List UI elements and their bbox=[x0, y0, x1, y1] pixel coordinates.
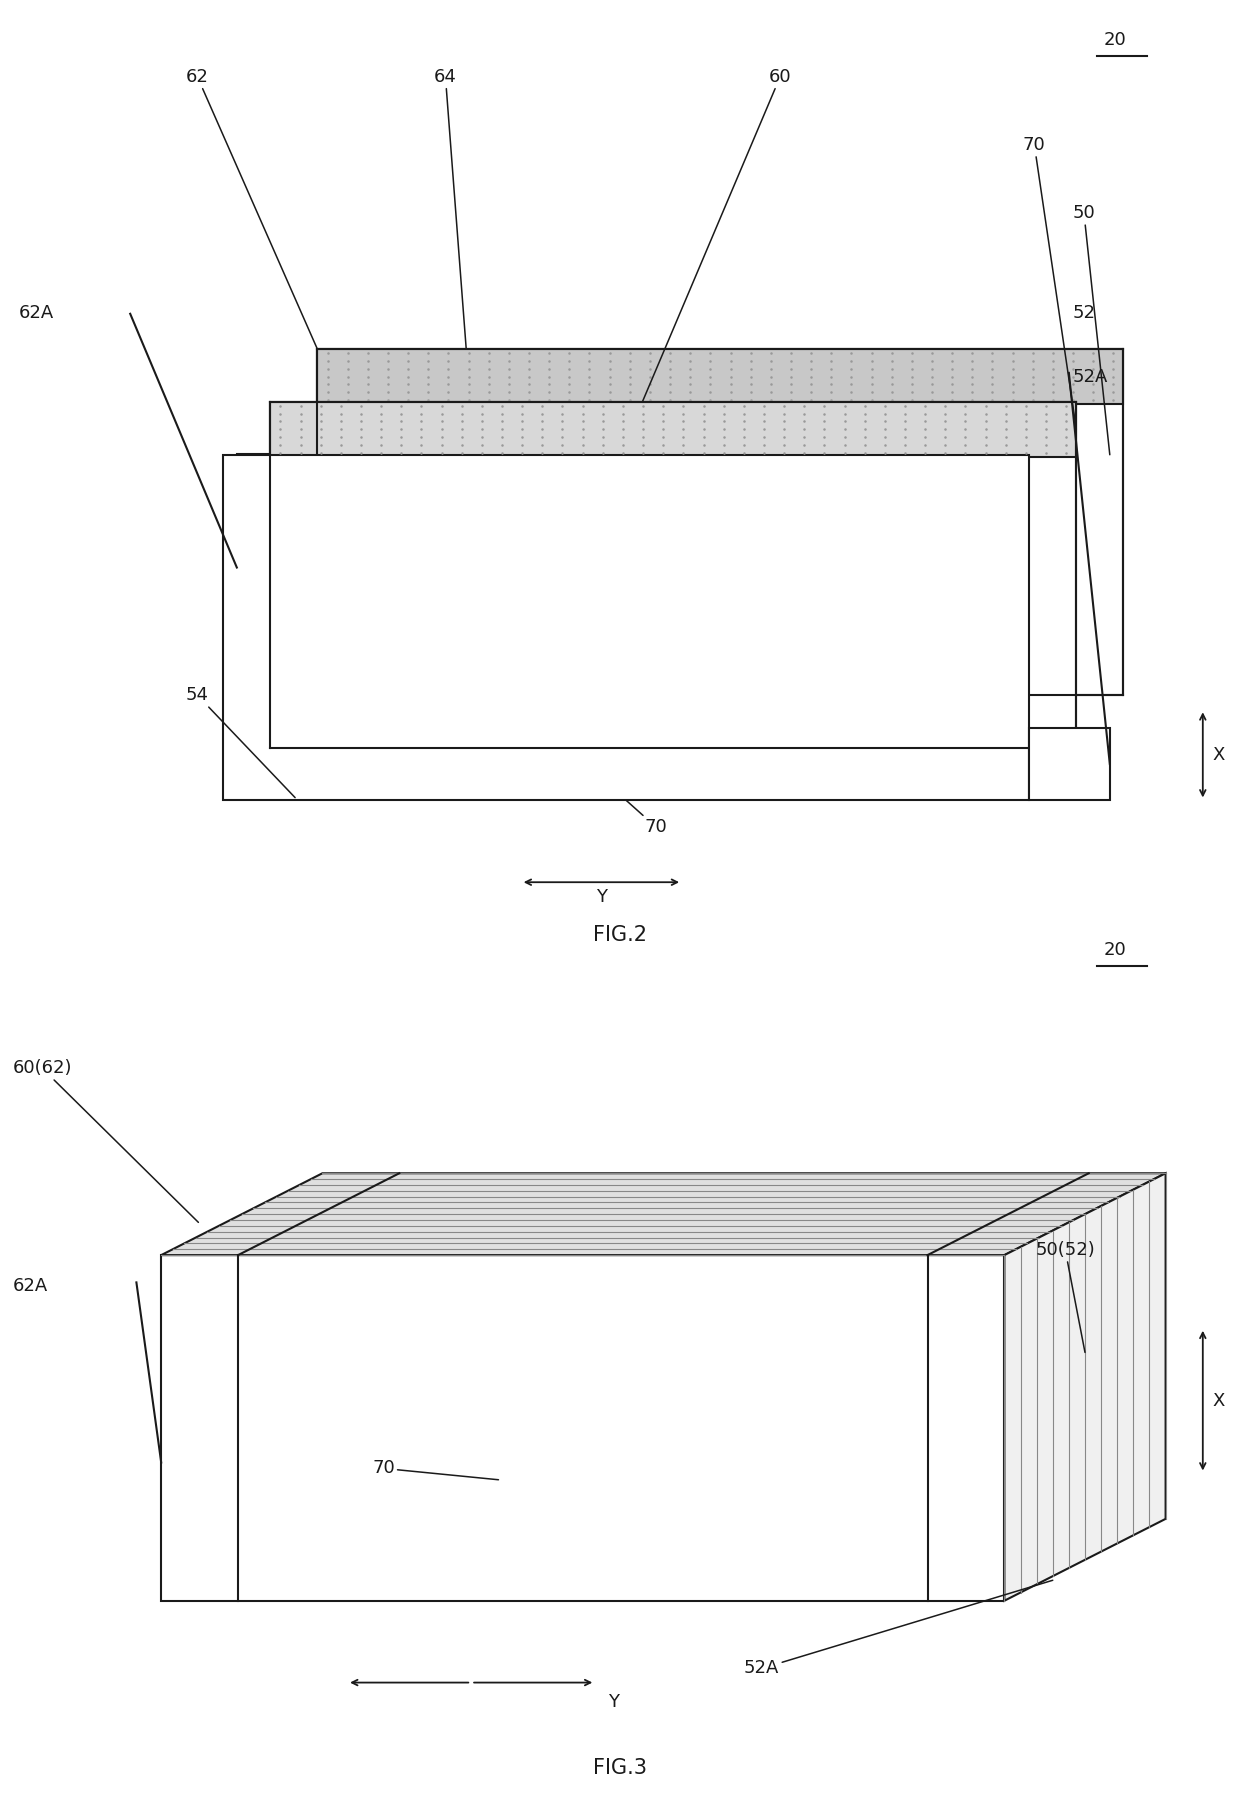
Polygon shape bbox=[161, 1173, 1166, 1255]
Text: X: X bbox=[1213, 1392, 1225, 1410]
Text: 52: 52 bbox=[1073, 304, 1096, 322]
Text: 20: 20 bbox=[1104, 31, 1126, 49]
Bar bbox=[1029, 728, 1110, 800]
Bar bbox=[277, 748, 314, 797]
Text: 62: 62 bbox=[186, 67, 317, 349]
Text: 64: 64 bbox=[434, 67, 466, 349]
Text: 60: 60 bbox=[642, 67, 791, 402]
Text: Y: Y bbox=[608, 1693, 619, 1712]
Bar bbox=[270, 402, 1076, 748]
Text: 62A: 62A bbox=[12, 1277, 47, 1295]
Text: 54: 54 bbox=[186, 686, 295, 797]
Text: 62A: 62A bbox=[19, 304, 53, 322]
Text: 70: 70 bbox=[626, 800, 667, 837]
Polygon shape bbox=[1004, 1173, 1166, 1601]
Bar bbox=[317, 349, 1123, 695]
Text: FIG.2: FIG.2 bbox=[593, 926, 647, 946]
Bar bbox=[223, 455, 1029, 800]
Text: 20: 20 bbox=[1104, 940, 1126, 959]
Text: 70: 70 bbox=[1023, 136, 1076, 429]
Text: X: X bbox=[1213, 746, 1225, 764]
Text: 50: 50 bbox=[1073, 204, 1110, 455]
Bar bbox=[237, 455, 317, 680]
Text: 60(62): 60(62) bbox=[12, 1059, 198, 1222]
Bar bbox=[270, 402, 1076, 457]
Text: 52A: 52A bbox=[1073, 367, 1109, 386]
Text: FIG.3: FIG.3 bbox=[593, 1757, 647, 1777]
Text: 50(52): 50(52) bbox=[1035, 1241, 1095, 1353]
Text: Y: Y bbox=[596, 888, 606, 906]
Polygon shape bbox=[161, 1255, 1004, 1601]
Bar bbox=[317, 349, 1123, 404]
Text: 70: 70 bbox=[372, 1459, 498, 1481]
Text: 52A: 52A bbox=[744, 1581, 1053, 1677]
